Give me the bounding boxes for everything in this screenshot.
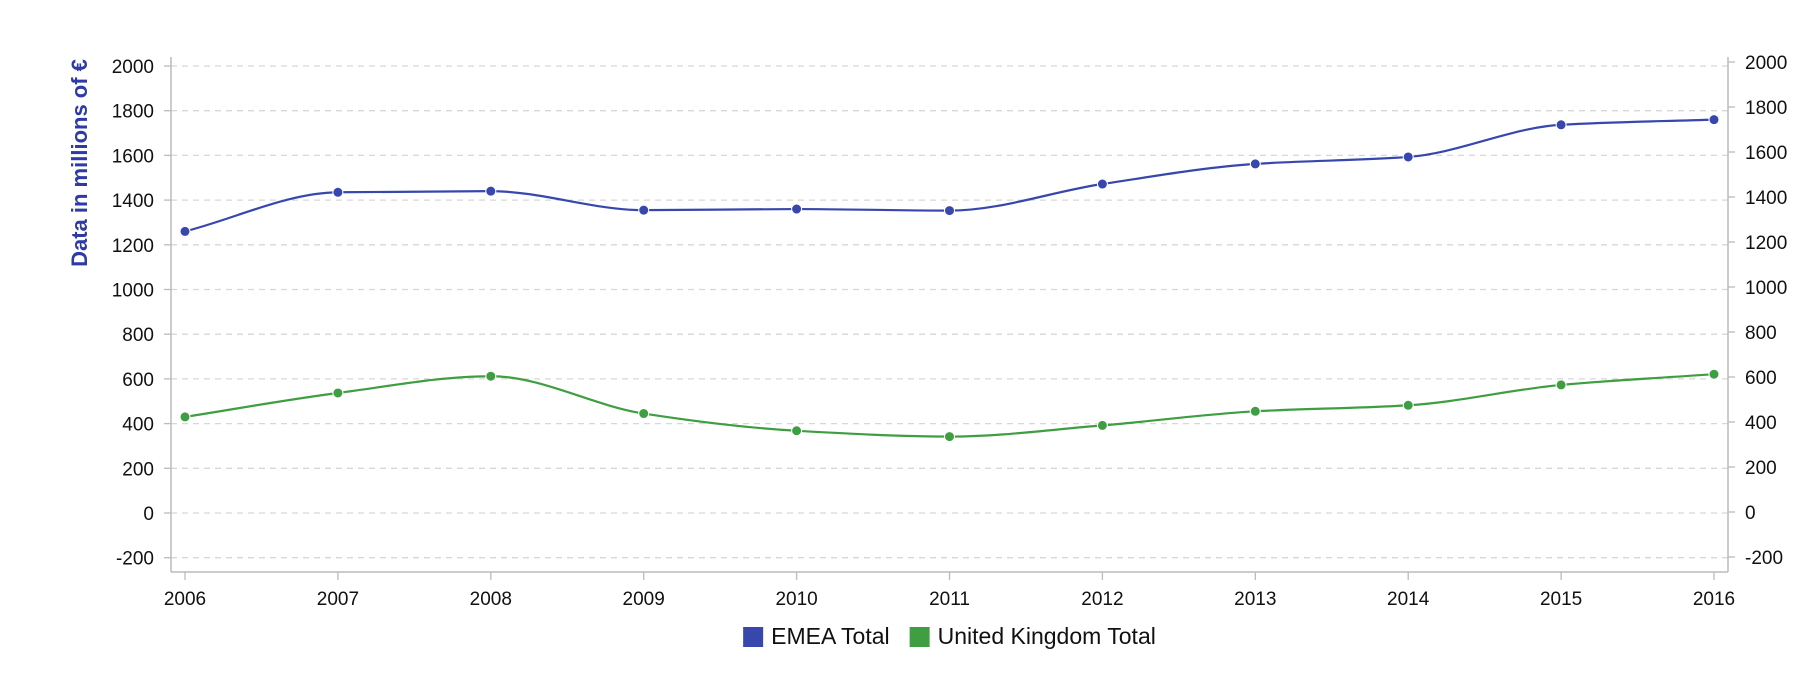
data-point-emea-total[interactable] — [791, 203, 803, 215]
legend-item-emea-total[interactable]: EMEA Total — [743, 623, 890, 649]
y2-tick-label: 400 — [1745, 413, 1777, 434]
y-tick-label: 1800 — [112, 102, 154, 123]
y2-tick-label: 1400 — [1745, 188, 1787, 209]
y2-tick-label: 1800 — [1745, 98, 1787, 119]
data-point-emea-total[interactable] — [1249, 158, 1261, 170]
y-tick-label: 600 — [122, 370, 154, 391]
data-point-emea-total[interactable] — [638, 204, 650, 216]
data-point-united-kingdom-total[interactable] — [944, 431, 955, 443]
y2-tick-label: 200 — [1745, 458, 1777, 479]
x-tick-label: 2012 — [1081, 589, 1123, 610]
data-point-united-kingdom-total[interactable] — [638, 408, 650, 420]
y-tick-label: 1400 — [112, 191, 154, 212]
legend: EMEA Total United Kingdom Total — [743, 623, 1156, 649]
data-point-emea-total[interactable] — [1708, 114, 1720, 126]
x-tick-label: 2010 — [775, 589, 817, 610]
data-point-united-kingdom-total[interactable] — [1096, 419, 1108, 431]
y-tick-label: 1200 — [112, 236, 154, 257]
y-tick-label: 1000 — [112, 281, 154, 302]
legend-item-united-kingdom-total[interactable]: United Kingdom Total — [909, 623, 1156, 649]
legend-label: EMEA Total — [771, 623, 889, 649]
gridlines — [171, 65, 1728, 559]
y2-tick-label: 1600 — [1745, 143, 1787, 164]
axes: 2000180016001400120010008006004002000-20… — [67, 53, 1787, 610]
y2-tick-label: 800 — [1745, 323, 1777, 344]
y2-tick-label: -200 — [1745, 548, 1783, 569]
x-tick-label: 2014 — [1387, 589, 1430, 610]
y-tick-label: -200 — [116, 549, 154, 570]
x-tick-label: 2008 — [470, 589, 512, 610]
data-point-united-kingdom-total[interactable] — [1555, 379, 1567, 391]
y-tick-label: 200 — [122, 459, 154, 480]
y-tick-label: 400 — [122, 415, 154, 436]
y2-tick-label: 1000 — [1745, 278, 1787, 299]
data-point-emea-total[interactable] — [944, 205, 955, 217]
data-point-emea-total[interactable] — [1555, 119, 1567, 131]
y-tick-label: 1600 — [112, 146, 154, 167]
x-tick-label: 2009 — [623, 589, 665, 610]
legend-swatch — [909, 627, 930, 647]
y-tick-label: 800 — [122, 325, 154, 346]
y2-tick-label: 0 — [1745, 503, 1756, 524]
data-point-united-kingdom-total[interactable] — [791, 425, 803, 437]
x-tick-label: 2016 — [1693, 589, 1735, 610]
data-point-united-kingdom-total[interactable] — [1249, 405, 1261, 417]
legend-label: United Kingdom Total — [938, 623, 1156, 649]
x-tick-label: 2015 — [1540, 589, 1582, 610]
data-point-emea-total[interactable] — [1402, 151, 1414, 163]
data-point-united-kingdom-total[interactable] — [485, 370, 497, 382]
y-tick-label: 2000 — [112, 57, 154, 78]
x-tick-label: 2013 — [1234, 589, 1276, 610]
y2-tick-label: 1200 — [1745, 233, 1787, 254]
series-line-united-kingdom-total — [184, 373, 1715, 438]
data-point-emea-total[interactable] — [1096, 178, 1108, 190]
data-point-united-kingdom-total[interactable] — [179, 411, 191, 423]
y-tick-label: 0 — [143, 504, 154, 525]
x-tick-label: 2006 — [164, 589, 206, 610]
y2-tick-label: 600 — [1745, 368, 1777, 389]
x-tick-label: 2011 — [929, 589, 970, 610]
series-group — [179, 114, 1720, 443]
data-point-united-kingdom-total[interactable] — [332, 387, 344, 399]
legend-swatch — [743, 627, 764, 647]
data-point-united-kingdom-total[interactable] — [1708, 368, 1720, 380]
data-point-united-kingdom-total[interactable] — [1402, 399, 1414, 411]
x-tick-label: 2007 — [317, 589, 359, 610]
y-axis-title: Data in millions of € — [67, 59, 92, 267]
y2-tick-label: 2000 — [1745, 53, 1787, 74]
data-point-emea-total[interactable] — [332, 186, 344, 198]
data-point-emea-total[interactable] — [179, 225, 191, 237]
data-point-emea-total[interactable] — [485, 185, 497, 197]
